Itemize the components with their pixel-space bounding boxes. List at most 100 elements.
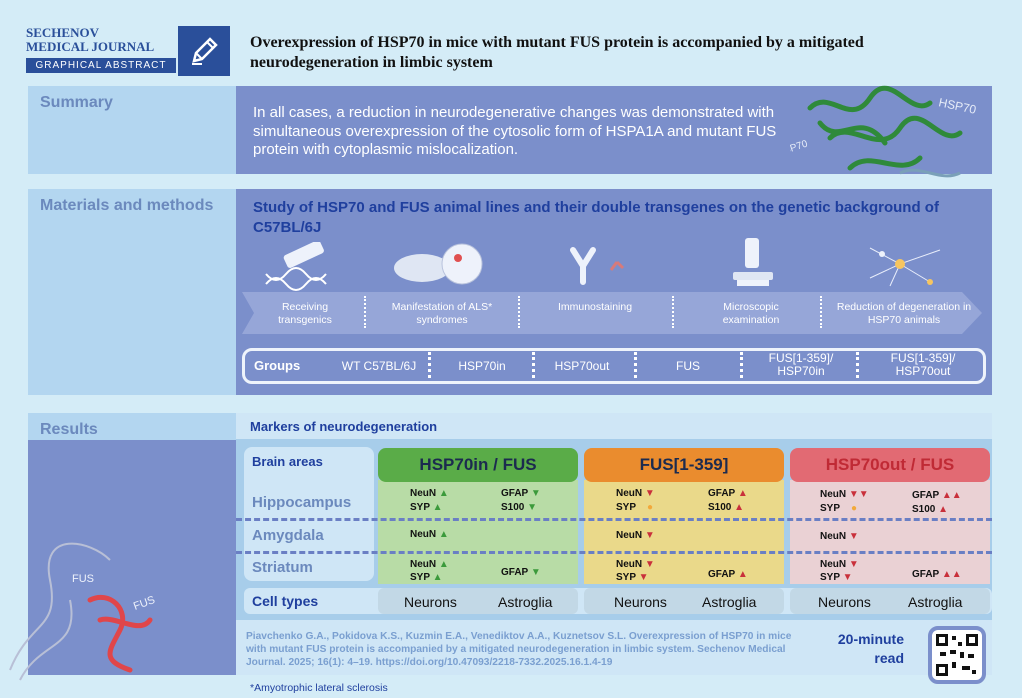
marker-syp: SYP xyxy=(616,502,636,513)
marker-s100: S100 xyxy=(708,502,732,513)
step-receiving-transgenics: Receiving transgenics xyxy=(278,301,332,326)
microscope-icon xyxy=(733,238,773,286)
marker-syp: SYP xyxy=(820,503,840,514)
cell-type-neurons: Neurons xyxy=(614,594,667,610)
marker-neun: NeuN xyxy=(820,531,847,542)
area-striatum: Striatum xyxy=(252,559,313,576)
methods-heading: Study of HSP70 and FUS animal lines and … xyxy=(253,199,939,236)
column-fus1-359 xyxy=(584,480,784,584)
column-title-fus1-359: FUS[1-359] xyxy=(584,448,784,482)
neutral-dot-icon: ● xyxy=(850,503,858,514)
marker-gfap: GFAP xyxy=(501,567,529,578)
page-title: Overexpression of HSP70 in mice with mut… xyxy=(250,34,864,71)
marker-neun: NeuN xyxy=(820,489,847,500)
step-manifestation: Manifestation of ALS* syndromes xyxy=(391,301,493,326)
group-divider xyxy=(740,352,743,378)
hsp70-protein-image: HSP70 HSP70 xyxy=(790,85,978,178)
arrow-down-icon: ▼ xyxy=(644,488,655,499)
marker-neun: NeuN xyxy=(616,530,643,541)
neuron-network-icon xyxy=(869,247,941,287)
arrow-up-icon: ▲ xyxy=(737,488,748,499)
antibody-icon xyxy=(570,247,625,285)
step-divider xyxy=(518,296,520,328)
marker-neun: NeuN xyxy=(410,529,437,540)
cell-type-astroglia: Astroglia xyxy=(702,594,757,610)
group-hsp70in: HSP70in xyxy=(458,359,506,373)
group-hsp70out: HSP70out xyxy=(554,359,610,373)
marker-neun: NeuN xyxy=(616,488,643,499)
column-title-hsp70out-fus: HSP70out / FUS xyxy=(790,448,990,482)
group-divider xyxy=(634,352,637,378)
marker-gfap: GFAP xyxy=(912,490,940,501)
double-arrow-up-icon: ▲▲ xyxy=(941,569,962,580)
fus-label-2: FUS xyxy=(132,594,157,613)
read-time: 20-minute read xyxy=(837,631,904,666)
marker-syp: SYP xyxy=(820,572,840,583)
marker-neun: NeuN xyxy=(410,559,437,570)
arrow-up-icon: ▲ xyxy=(438,559,449,570)
group-divider xyxy=(532,352,535,378)
group-fus: FUS xyxy=(676,359,700,373)
marker-gfap: GFAP xyxy=(708,569,736,580)
step-immunostaining: Immunostaining xyxy=(557,301,633,313)
group-fus-hsp70in: FUS[1-359]/ HSP70in xyxy=(768,351,834,378)
cell-types-cell xyxy=(790,588,990,614)
marker-syp: SYP xyxy=(410,572,430,583)
marker-gfap: GFAP xyxy=(708,488,736,499)
area-divider xyxy=(236,518,992,521)
mouse-brain-icon xyxy=(394,243,483,285)
arrow-down-icon: ▼ xyxy=(644,559,655,570)
step-reduction-of-degeneration: Reduction of degeneration in HSP70 anima… xyxy=(836,301,972,326)
marker-gfap: GFAP xyxy=(912,569,940,580)
step-microscopic-examination: Microscopic examination xyxy=(722,301,780,326)
marker-syp: SYP xyxy=(616,572,636,583)
fus-label: FUS xyxy=(72,573,94,585)
marker-neun: NeuN xyxy=(820,559,847,570)
double-arrow-down-icon: ▼▼ xyxy=(848,489,869,500)
qr-code[interactable] xyxy=(928,626,986,684)
neutral-dot-icon: ● xyxy=(646,502,654,513)
logo-line-2: MEDICAL JOURNAL xyxy=(26,39,155,54)
cell-type-neurons: Neurons xyxy=(404,594,457,610)
brain-areas-title: Brain areas xyxy=(252,454,323,469)
arrow-up-icon: ▲ xyxy=(432,572,443,583)
arrow-down-icon: ▼ xyxy=(530,488,541,499)
arrow-up-icon: ▲ xyxy=(737,569,748,580)
brain-areas-column xyxy=(244,447,374,581)
dna-syringe-icon xyxy=(265,242,327,291)
logo-line-1: SECHENOV xyxy=(26,25,99,40)
pencil-icon xyxy=(178,26,230,76)
area-hippocampus: Hippocampus xyxy=(252,494,352,511)
logo-subtitle: GRAPHICAL ABSTRACT xyxy=(26,58,176,73)
citation-text: Piavchenko G.A., Pokidova K.S., Kuzmin E… xyxy=(246,631,792,668)
arrow-down-icon: ▼ xyxy=(644,530,655,541)
cell-type-neurons: Neurons xyxy=(818,594,871,610)
group-wt: WT C57BL/6J xyxy=(341,359,417,373)
process-arrow xyxy=(242,292,982,334)
methods-label: Materials and methods xyxy=(28,189,236,395)
summary-text: In all cases, a reduction in neurodegene… xyxy=(253,104,777,158)
step-divider xyxy=(672,296,674,328)
arrow-down-icon: ▼ xyxy=(530,567,541,578)
area-divider xyxy=(236,551,992,554)
arrow-up-icon: ▲ xyxy=(438,488,449,499)
arrow-down-icon: ▼ xyxy=(848,531,859,542)
footnote: *Amyotrophic lateral sclerosis xyxy=(250,682,388,694)
column-title-hsp70in-fus: HSP70in / FUS xyxy=(378,448,578,482)
group-divider xyxy=(428,352,431,378)
group-fus-hsp70out: FUS[1-359]/ HSP70out xyxy=(890,351,956,378)
step-divider xyxy=(820,296,822,328)
double-arrow-up-icon: ▲▲ xyxy=(941,490,962,501)
marker-s100: S100 xyxy=(501,502,525,513)
groups-label: Groups xyxy=(254,358,301,373)
group-divider xyxy=(856,352,859,378)
hsp70-label-small: HSP70 xyxy=(790,138,809,158)
journal-logo: SECHENOV MEDICAL JOURNAL GRAPHICAL ABSTR… xyxy=(26,26,176,76)
groups-panel xyxy=(242,348,986,384)
marker-gfap: GFAP xyxy=(501,488,529,499)
arrow-up-icon: ▲ xyxy=(438,529,449,540)
cell-types-title: Cell types xyxy=(252,593,319,609)
arrow-up-icon: ▲ xyxy=(432,502,443,513)
marker-syp: SYP xyxy=(410,502,430,513)
column-hsp70out-fus xyxy=(790,480,990,584)
